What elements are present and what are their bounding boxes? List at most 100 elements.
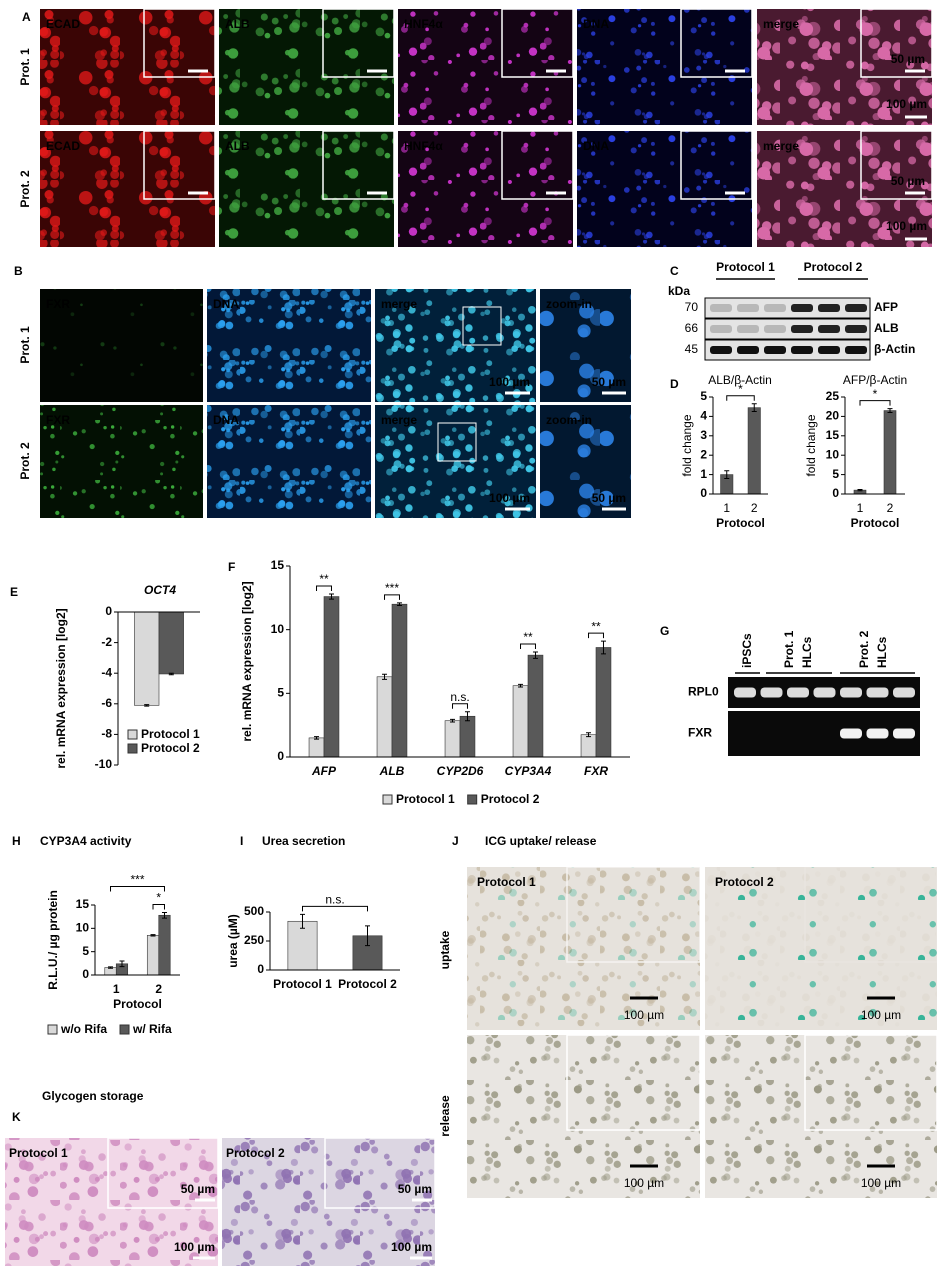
chart-title: AFP/β-Actin — [843, 373, 907, 387]
y-tick-label: 20 — [826, 409, 840, 423]
legend-swatch — [47, 1024, 58, 1035]
scale-label: 100 µm — [624, 1008, 664, 1022]
micrograph-inset — [107, 1137, 219, 1209]
significance-label: n.s. — [450, 690, 469, 704]
legend-swatch — [127, 729, 138, 740]
y-tick-label: 10 — [76, 921, 90, 935]
row-label: Prot. 2 — [18, 170, 32, 208]
channel-label: FXR — [46, 297, 70, 311]
blot-band — [710, 325, 732, 333]
channel-label: ALB — [225, 17, 250, 31]
significance-label: * — [738, 382, 743, 396]
bar — [134, 611, 160, 706]
bar — [323, 596, 340, 758]
x-tick-label: FXR — [584, 764, 608, 778]
panel-letter: K — [12, 1110, 21, 1124]
bar — [158, 914, 171, 976]
band-label: RPL0 — [688, 685, 719, 699]
blot-band — [764, 304, 786, 312]
significance-label: ** — [319, 572, 329, 586]
bar — [391, 603, 408, 758]
scale-label: 50 µm — [891, 52, 925, 66]
lane-label: HLCs — [875, 636, 889, 668]
panel-title: Glycogen storage — [42, 1089, 144, 1103]
y-tick-label: 5 — [832, 467, 839, 481]
blot-band — [764, 346, 786, 354]
x-axis-label: Protocol — [716, 516, 765, 530]
micrograph-inset — [501, 130, 574, 200]
scale-label: 50 µm — [592, 491, 626, 505]
y-tick-label: 10 — [271, 622, 285, 636]
y-tick-label: 25 — [826, 389, 840, 403]
significance-bracket — [520, 643, 536, 649]
column-label: Protocol 2 — [715, 875, 774, 889]
x-tick-label: 2 — [887, 501, 894, 515]
error-bar — [328, 593, 334, 600]
bar — [512, 685, 529, 758]
blot-band — [818, 325, 840, 333]
micrograph — [540, 405, 631, 518]
channel-label: merge — [381, 297, 417, 311]
panel-letter: J — [452, 834, 459, 848]
row-label: release — [438, 1095, 452, 1137]
row-label: Prot. 2 — [18, 442, 32, 480]
error-bar — [586, 732, 592, 738]
error-bar — [300, 913, 305, 929]
x-tick-label: CYP3A4 — [505, 764, 552, 778]
bar — [308, 737, 325, 758]
micrograph-inset — [143, 8, 216, 78]
channel-label: FXR — [46, 413, 70, 427]
legend-label: w/o Rifa — [60, 1022, 107, 1036]
panel-title: ICG uptake/ release — [485, 834, 597, 848]
error-bar — [382, 673, 388, 680]
dye-overlay — [467, 867, 700, 1030]
zoom-box — [437, 422, 477, 462]
error-bar — [724, 470, 730, 479]
bar — [459, 715, 476, 758]
scale-label: 100 µm — [886, 219, 927, 233]
lane-label: Protocol 2 — [804, 260, 863, 274]
channel-label: DNA — [583, 17, 609, 31]
zoom-box — [462, 306, 502, 346]
blot-strip — [704, 297, 871, 319]
scale-label: 50 µm — [891, 174, 925, 188]
bar — [580, 734, 597, 758]
lane-label: HLCs — [800, 636, 814, 668]
x-axis-label: Protocol — [113, 997, 162, 1011]
x-tick-label: 1 — [723, 501, 730, 515]
micrograph-inset — [680, 8, 753, 78]
channel-label: zoom-in — [546, 297, 592, 311]
y-tick-label: 3 — [700, 428, 707, 442]
row-label: Prot. 1 — [18, 48, 32, 86]
error-bar — [751, 403, 757, 413]
x-tick-label: CYP2D6 — [437, 764, 484, 778]
gel-band — [893, 687, 915, 698]
y-axis-label: fold change — [804, 414, 818, 476]
significance-label: * — [156, 891, 161, 905]
panel-letter: G — [660, 624, 669, 638]
gel-band — [813, 687, 836, 698]
error-bar — [365, 925, 370, 947]
chart-title: ALB/β-Actin — [708, 373, 772, 387]
significance-bracket — [588, 632, 604, 639]
gel-band — [866, 687, 889, 698]
panel-letter: H — [12, 834, 21, 848]
y-axis-label: rel. mRNA expression [log2] — [240, 581, 254, 741]
gel — [728, 711, 920, 756]
lane-label: Prot. 2 — [857, 630, 871, 668]
legend-swatch — [119, 1024, 130, 1035]
error-bar — [144, 704, 150, 707]
y-tick-label: 10 — [826, 447, 840, 461]
blot-band — [791, 304, 813, 312]
micrograph — [540, 289, 631, 402]
channel-label: ECAD — [46, 139, 80, 153]
x-tick-label: 2 — [155, 982, 162, 996]
micrograph — [375, 289, 536, 402]
channel-label: HNF4α — [404, 139, 443, 153]
bar — [444, 720, 461, 758]
channel-label: zoom-in — [546, 413, 592, 427]
y-tick-label: 250 — [244, 933, 264, 947]
y-tick-label: 0 — [277, 749, 284, 763]
panel-letter: I — [240, 834, 243, 848]
x-tick-label: AFP — [311, 764, 337, 778]
